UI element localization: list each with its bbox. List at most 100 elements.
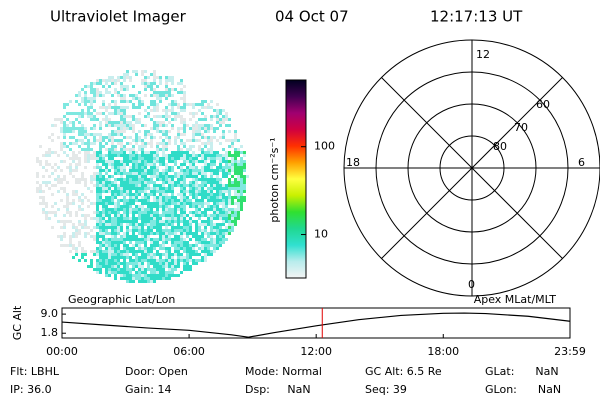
uv-pixel	[192, 196, 195, 199]
uv-pixel	[162, 274, 165, 277]
uv-pixel	[177, 235, 180, 238]
uv-pixel	[72, 247, 75, 250]
uv-pixel	[123, 259, 126, 262]
uv-pixel	[156, 211, 159, 214]
uv-pixel	[111, 223, 114, 226]
uv-pixel	[189, 265, 192, 268]
uv-pixel	[81, 112, 84, 115]
uv-pixel	[192, 178, 195, 181]
uv-pixel	[219, 199, 222, 202]
uv-pixel	[186, 196, 189, 199]
uv-pixel	[147, 163, 150, 166]
uv-pixel	[183, 241, 186, 244]
uv-pixel	[162, 277, 165, 280]
uv-pixel	[132, 265, 135, 268]
uv-pixel	[204, 163, 207, 166]
uv-pixel	[156, 196, 159, 199]
uv-pixel	[198, 208, 201, 211]
uv-pixel	[162, 163, 165, 166]
uv-pixel	[132, 262, 135, 265]
uv-pixel	[108, 196, 111, 199]
uv-pixel	[87, 199, 90, 202]
uv-pixel	[93, 238, 96, 241]
uv-pixel	[135, 238, 138, 241]
uv-pixel	[87, 214, 90, 217]
uv-pixel	[111, 238, 114, 241]
uv-pixel	[135, 121, 138, 124]
uv-pixel	[165, 82, 168, 85]
uv-pixel	[153, 253, 156, 256]
uv-pixel	[93, 88, 96, 91]
uv-pixel	[126, 235, 129, 238]
uv-pixel	[222, 238, 225, 241]
uv-pixel	[222, 202, 225, 205]
colorbar-tick-label: 10	[314, 228, 328, 241]
uv-pixel	[129, 94, 132, 97]
uv-pixel	[228, 199, 231, 202]
uv-pixel	[222, 193, 225, 196]
uv-pixel	[186, 190, 189, 193]
uv-pixel	[57, 220, 60, 223]
uv-pixel	[207, 151, 210, 154]
uv-pixel	[72, 193, 75, 196]
uv-pixel	[165, 97, 168, 100]
uv-pixel	[228, 187, 231, 190]
uv-pixel	[156, 265, 159, 268]
uv-pixel	[111, 142, 114, 145]
uv-pixel	[210, 229, 213, 232]
uv-pixel	[168, 169, 171, 172]
uv-pixel	[174, 100, 177, 103]
uv-pixel	[147, 85, 150, 88]
uv-pixel	[231, 226, 234, 229]
uv-pixel	[66, 181, 69, 184]
uv-pixel	[111, 199, 114, 202]
uv-pixel	[198, 238, 201, 241]
uv-pixel	[105, 136, 108, 139]
uv-pixel	[186, 199, 189, 202]
uv-pixel	[114, 259, 117, 262]
uv-pixel	[81, 214, 84, 217]
uv-pixel	[159, 91, 162, 94]
uv-pixel	[90, 82, 93, 85]
uv-pixel	[126, 253, 129, 256]
uv-pixel	[63, 214, 66, 217]
uv-pixel	[207, 178, 210, 181]
uv-pixel	[165, 235, 168, 238]
uv-pixel	[159, 136, 162, 139]
uv-pixel	[96, 157, 99, 160]
uv-pixel	[141, 235, 144, 238]
uv-pixel	[123, 190, 126, 193]
uv-pixel	[138, 172, 141, 175]
uv-pixel	[105, 274, 108, 277]
uv-pixel	[144, 193, 147, 196]
uv-pixel	[129, 262, 132, 265]
uv-pixel	[210, 178, 213, 181]
uv-pixel	[186, 166, 189, 169]
uv-pixel	[75, 232, 78, 235]
uv-pixel	[99, 250, 102, 253]
uv-pixel	[234, 163, 237, 166]
uv-pixel	[138, 166, 141, 169]
uv-pixel	[156, 268, 159, 271]
uv-pixel	[63, 145, 66, 148]
uv-pixel	[123, 199, 126, 202]
uv-pixel	[201, 157, 204, 160]
uv-pixel	[102, 145, 105, 148]
uv-pixel	[174, 136, 177, 139]
uv-pixel	[93, 253, 96, 256]
uv-pixel	[96, 250, 99, 253]
uv-pixel	[240, 166, 243, 169]
uv-pixel	[216, 247, 219, 250]
uv-pixel	[219, 181, 222, 184]
uv-pixel	[111, 145, 114, 148]
uv-pixel	[174, 220, 177, 223]
uv-pixel	[222, 211, 225, 214]
uv-pixel	[126, 220, 129, 223]
uv-pixel	[228, 190, 231, 193]
uv-pixel	[189, 232, 192, 235]
uv-pixel	[150, 118, 153, 121]
uv-pixel	[120, 184, 123, 187]
uv-pixel	[144, 178, 147, 181]
uv-pixel	[240, 175, 243, 178]
uv-pixel	[222, 136, 225, 139]
